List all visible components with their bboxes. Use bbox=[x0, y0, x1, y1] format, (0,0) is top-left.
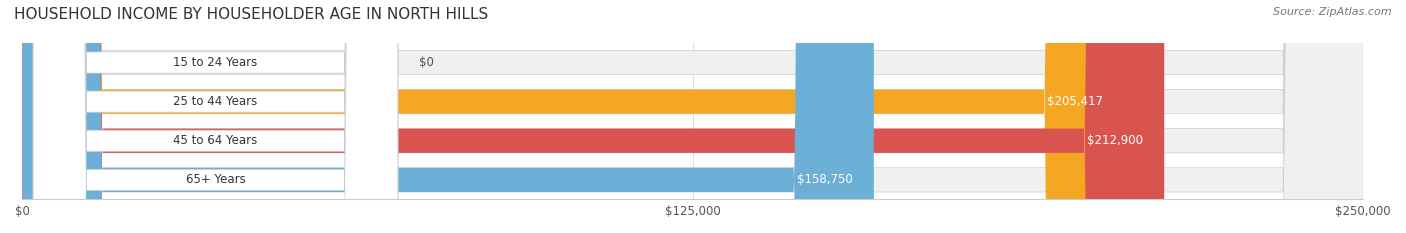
Text: 25 to 44 Years: 25 to 44 Years bbox=[173, 95, 257, 108]
FancyBboxPatch shape bbox=[34, 0, 398, 233]
FancyBboxPatch shape bbox=[22, 0, 1364, 233]
Text: $0: $0 bbox=[419, 56, 434, 69]
Text: 65+ Years: 65+ Years bbox=[186, 173, 246, 186]
Text: 15 to 24 Years: 15 to 24 Years bbox=[173, 56, 257, 69]
Text: 45 to 64 Years: 45 to 64 Years bbox=[173, 134, 257, 147]
Text: $205,417: $205,417 bbox=[1046, 95, 1102, 108]
FancyBboxPatch shape bbox=[34, 0, 398, 233]
FancyBboxPatch shape bbox=[22, 0, 1364, 233]
FancyBboxPatch shape bbox=[22, 0, 1164, 233]
FancyBboxPatch shape bbox=[34, 0, 398, 233]
Text: $158,750: $158,750 bbox=[797, 173, 852, 186]
FancyBboxPatch shape bbox=[22, 0, 1364, 233]
FancyBboxPatch shape bbox=[22, 0, 873, 233]
Text: Source: ZipAtlas.com: Source: ZipAtlas.com bbox=[1274, 7, 1392, 17]
Text: HOUSEHOLD INCOME BY HOUSEHOLDER AGE IN NORTH HILLS: HOUSEHOLD INCOME BY HOUSEHOLDER AGE IN N… bbox=[14, 7, 488, 22]
Text: $212,900: $212,900 bbox=[1087, 134, 1143, 147]
FancyBboxPatch shape bbox=[22, 0, 1123, 233]
FancyBboxPatch shape bbox=[34, 0, 398, 233]
FancyBboxPatch shape bbox=[22, 0, 1364, 233]
